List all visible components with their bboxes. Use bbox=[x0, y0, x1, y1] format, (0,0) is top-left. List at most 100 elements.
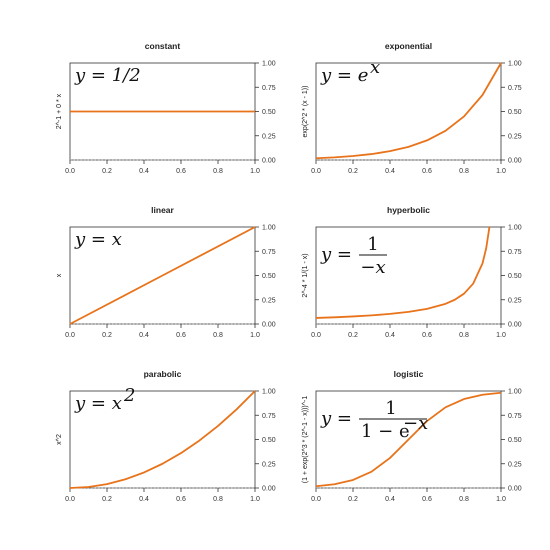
series-line bbox=[315, 62, 502, 160]
series-line bbox=[315, 226, 491, 319]
x-tick-label: 0.2 bbox=[348, 496, 358, 503]
chart-title: logistic bbox=[394, 369, 424, 379]
formula-denominator: −x bbox=[360, 257, 385, 278]
x-tick-label: 0.2 bbox=[102, 496, 112, 503]
x-tick-label: 0.0 bbox=[65, 168, 75, 175]
x-tick-label: 0.8 bbox=[459, 496, 469, 503]
x-tick-label: 0.0 bbox=[311, 332, 321, 339]
series-line bbox=[315, 391, 502, 488]
chart-panel-constant: constant 0.0 0.2 0.4 0.6 0.8 1.00.00 0.25 0.50 0.… bbox=[56, 41, 276, 175]
formula-denominator: 1 − e bbox=[361, 421, 410, 442]
y-tick-label: 0.50 bbox=[508, 437, 522, 444]
plot-frame bbox=[315, 226, 502, 325]
chart-panel-logistic: logistic 0.0 0.2 0.4 0.6 0.8 1.00.00 0.25 0.50 0.… bbox=[302, 369, 522, 503]
x-tick-label: 0.6 bbox=[176, 168, 186, 175]
y-tick-label: 0.50 bbox=[508, 273, 522, 280]
chart-title: hyperbolic bbox=[387, 205, 430, 215]
y-tick-label: 0.75 bbox=[508, 85, 522, 92]
y-tick-label: 0.75 bbox=[262, 85, 276, 92]
x-tick-label: 0.0 bbox=[65, 496, 75, 503]
x-tick-label: 0.6 bbox=[422, 332, 432, 339]
y-tick-label: 0.50 bbox=[262, 109, 276, 116]
y-tick-label: 0.25 bbox=[262, 461, 276, 468]
formula-denominator-exponent: −x bbox=[403, 413, 428, 434]
x-tick-label: 1.0 bbox=[250, 168, 260, 175]
x-tick-label: 1.0 bbox=[496, 168, 506, 175]
x-tick-label: 0.6 bbox=[176, 332, 186, 339]
y-tick-label: 0.00 bbox=[508, 158, 522, 165]
formula-text: y = 1/2 bbox=[74, 65, 141, 86]
x-tick-label: 0.8 bbox=[213, 496, 223, 503]
x-tick-label: 0.8 bbox=[459, 168, 469, 175]
x-tick-label: 1.0 bbox=[250, 496, 260, 503]
x-tick-label: 1.0 bbox=[496, 496, 506, 503]
y-axis-label: (1 + exp(2^3 * (2^-1 - x)))^-1 bbox=[302, 396, 309, 484]
formula-lhs: y = bbox=[320, 408, 352, 429]
y-tick-label: 1.00 bbox=[262, 389, 276, 396]
formula-numerator: 1 bbox=[367, 234, 378, 255]
y-tick-label: 1.00 bbox=[262, 61, 276, 68]
y-tick-label: 0.25 bbox=[262, 297, 276, 304]
y-tick-label: 0.75 bbox=[262, 249, 276, 256]
y-tick-label: 0.00 bbox=[508, 486, 522, 493]
formula-annotation: y = 11 − e−x bbox=[320, 398, 428, 442]
chart-title: linear bbox=[151, 205, 174, 215]
x-tick-label: 0.0 bbox=[65, 332, 75, 339]
y-tick-label: 0.25 bbox=[262, 133, 276, 140]
series-line bbox=[69, 226, 256, 325]
x-tick-label: 0.8 bbox=[459, 332, 469, 339]
formula-text: y = x bbox=[74, 229, 122, 250]
formula-annotation: y = x bbox=[74, 229, 122, 250]
y-axis-label: 2^-1 + 0 * x bbox=[56, 93, 63, 129]
y-tick-label: 0.50 bbox=[262, 273, 276, 280]
formula-annotation: y = 1/2 bbox=[74, 65, 141, 86]
y-axis-label: x^2 bbox=[56, 434, 63, 445]
y-axis-label: 2^-4 * 1/(1 - x) bbox=[302, 253, 309, 297]
y-tick-label: 0.50 bbox=[508, 109, 522, 116]
x-tick-label: 0.4 bbox=[139, 168, 149, 175]
chart-title: constant bbox=[145, 41, 181, 51]
formula-lhs: y = bbox=[320, 244, 352, 265]
y-tick-label: 0.75 bbox=[262, 413, 276, 420]
formula-annotation: y = 1−x bbox=[320, 234, 387, 278]
x-tick-label: 0.4 bbox=[385, 332, 395, 339]
x-tick-label: 0.2 bbox=[348, 332, 358, 339]
chart-panel-hyperbolic: hyperbolic 0.0 0.2 0.4 0.6 0.8 1.00.00 0.25 0.50… bbox=[302, 205, 522, 339]
y-tick-label: 0.00 bbox=[262, 486, 276, 493]
y-tick-label: 1.00 bbox=[262, 225, 276, 232]
formula-base: y = x bbox=[74, 393, 122, 414]
series-line bbox=[69, 390, 256, 489]
x-tick-label: 0.2 bbox=[102, 332, 112, 339]
x-tick-label: 0.4 bbox=[385, 496, 395, 503]
x-tick-label: 0.8 bbox=[213, 332, 223, 339]
y-tick-label: 0.00 bbox=[262, 322, 276, 329]
formula-exponent: 2 bbox=[123, 385, 135, 406]
formula-base: y = e bbox=[320, 65, 368, 86]
chart-panel-linear: linear 0.0 0.2 0.4 0.6 0.8 1.00.00 0.25 0.50 0.75… bbox=[56, 205, 276, 339]
chart-panel-parabolic: parabolic 0.0 0.2 0.4 0.6 0.8 1.00.00 0.25 0.50 0… bbox=[56, 369, 276, 503]
y-tick-label: 1.00 bbox=[508, 61, 522, 68]
y-tick-label: 1.00 bbox=[508, 225, 522, 232]
formula-exponent: x bbox=[370, 57, 380, 78]
y-tick-label: 0.25 bbox=[508, 461, 522, 468]
x-tick-label: 0.4 bbox=[139, 496, 149, 503]
x-tick-label: 0.2 bbox=[348, 168, 358, 175]
x-tick-label: 1.0 bbox=[250, 332, 260, 339]
y-tick-label: 1.00 bbox=[508, 389, 522, 396]
y-axis-label: exp(2^2 * (x - 1)) bbox=[302, 86, 309, 138]
y-tick-label: 0.75 bbox=[508, 413, 522, 420]
chart-title: exponential bbox=[385, 41, 432, 51]
formula-numerator: 1 bbox=[385, 398, 396, 419]
x-tick-label: 0.8 bbox=[213, 168, 223, 175]
x-tick-label: 0.0 bbox=[311, 496, 321, 503]
y-tick-label: 0.75 bbox=[508, 249, 522, 256]
y-tick-label: 0.50 bbox=[262, 437, 276, 444]
x-tick-label: 0.2 bbox=[102, 168, 112, 175]
y-tick-label: 0.25 bbox=[508, 297, 522, 304]
x-tick-label: 1.0 bbox=[496, 332, 506, 339]
y-tick-label: 0.00 bbox=[262, 158, 276, 165]
x-tick-label: 0.4 bbox=[385, 168, 395, 175]
